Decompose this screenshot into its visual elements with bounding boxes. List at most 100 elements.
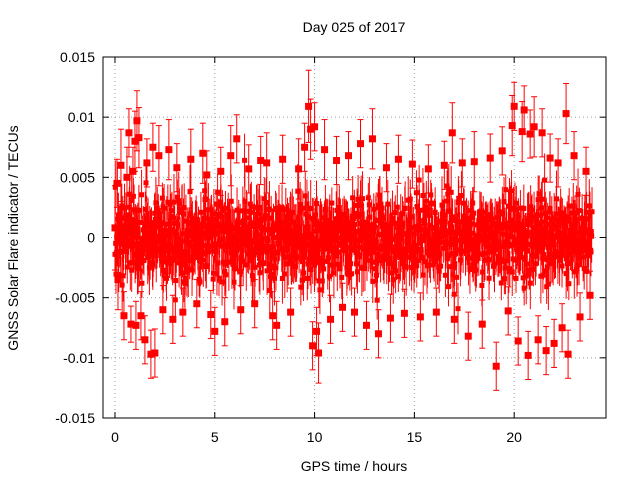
data-point (211, 327, 219, 335)
noise-point (584, 209, 590, 215)
noise-point (389, 237, 395, 243)
noise-point (289, 235, 295, 241)
data-point (179, 308, 187, 316)
noise-point (330, 249, 336, 255)
noise-point (416, 177, 422, 183)
data-point (524, 351, 532, 359)
noise-point (124, 226, 130, 232)
noise-point (374, 259, 380, 265)
noise-point (155, 246, 161, 252)
data-point (227, 152, 235, 160)
noise-point (420, 272, 426, 278)
noise-point (575, 230, 581, 236)
noise-point (438, 239, 444, 245)
noise-point (473, 267, 479, 273)
noise-point (427, 262, 433, 268)
noise-point (578, 245, 584, 251)
noise-point (346, 268, 352, 274)
noise-point (505, 239, 511, 245)
noise-point (379, 243, 385, 249)
noise-point (187, 258, 193, 264)
noise-point (314, 201, 320, 207)
noise-point (414, 263, 420, 269)
noise-point (464, 215, 470, 221)
data-point (554, 159, 562, 167)
noise-point (181, 205, 187, 211)
noise-point (137, 220, 143, 226)
noise-point (570, 203, 576, 209)
noise-point (249, 273, 255, 279)
noise-point (355, 196, 361, 202)
data-point (394, 155, 402, 163)
noise-point (361, 219, 367, 225)
noise-point (131, 243, 137, 249)
noise-point (344, 218, 350, 224)
noise-point (221, 222, 227, 228)
noise-point (545, 281, 551, 287)
noise-point (501, 258, 507, 264)
noise-point (119, 241, 125, 247)
data-point (582, 167, 590, 175)
noise-point (428, 192, 434, 198)
data-point (558, 324, 566, 332)
noise-point (185, 266, 191, 272)
noise-point (380, 216, 386, 222)
noise-point (161, 253, 167, 259)
noise-point (406, 218, 412, 224)
noise-point (219, 279, 225, 285)
noise-point (557, 257, 563, 263)
noise-point (509, 269, 515, 275)
noise-point (563, 224, 569, 230)
noise-point (183, 249, 189, 255)
noise-point (576, 262, 582, 268)
noise-point (543, 268, 549, 274)
noise-point (129, 267, 135, 273)
noise-band (112, 133, 595, 335)
x-tick-label: 20 (506, 429, 522, 445)
noise-point (427, 222, 433, 228)
noise-point (214, 271, 220, 277)
y-tick-label: -0.015 (55, 410, 95, 426)
noise-point (544, 284, 550, 290)
noise-point (411, 263, 417, 269)
noise-point (521, 285, 527, 291)
noise-point (346, 222, 352, 228)
noise-point (122, 205, 128, 211)
data-point (117, 161, 125, 169)
noise-point (422, 217, 428, 223)
noise-point (168, 261, 174, 267)
noise-point (257, 204, 263, 210)
noise-point (248, 204, 254, 210)
noise-point (270, 229, 276, 235)
noise-point (437, 234, 443, 240)
noise-point (385, 260, 391, 266)
noise-point (492, 261, 498, 267)
data-point (510, 102, 518, 110)
noise-point (543, 221, 549, 227)
noise-point (180, 238, 186, 244)
noise-point (405, 236, 411, 242)
noise-point (198, 259, 204, 265)
noise-point (423, 227, 429, 233)
data-point (263, 159, 271, 167)
noise-point (500, 231, 506, 237)
noise-point (163, 275, 169, 281)
noise-point (533, 253, 539, 259)
noise-point (565, 218, 571, 224)
noise-point (574, 236, 580, 242)
data-point (586, 291, 594, 299)
noise-point (392, 210, 398, 216)
noise-point (208, 217, 214, 223)
noise-point (252, 264, 258, 270)
noise-point (501, 276, 507, 282)
y-tick-label: 0.015 (60, 49, 95, 65)
noise-point (373, 218, 379, 224)
noise-point (564, 255, 570, 261)
noise-point (558, 230, 564, 236)
noise-point (172, 220, 178, 226)
noise-point (569, 210, 575, 216)
noise-point (348, 261, 354, 267)
noise-point (187, 189, 193, 195)
noise-point (566, 203, 572, 209)
data-point (113, 179, 121, 187)
